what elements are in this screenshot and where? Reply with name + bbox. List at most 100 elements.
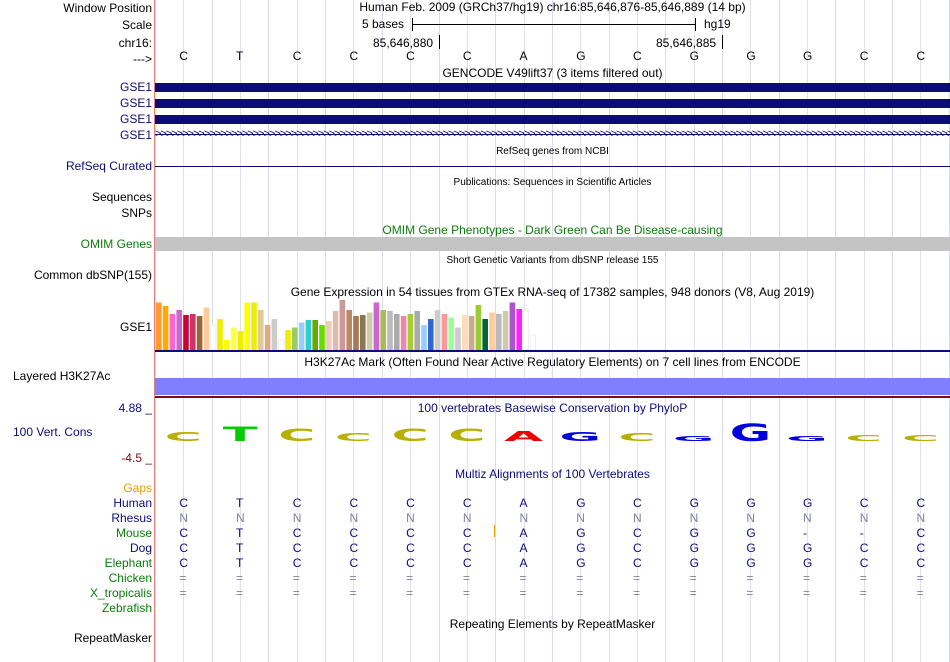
gse1-intron-line[interactable] xyxy=(155,134,950,135)
gtex-bar[interactable] xyxy=(298,322,305,351)
alignment-base: G xyxy=(576,526,586,540)
phylop-base-c: C xyxy=(278,426,315,445)
gse1-transcript-bar-1[interactable] xyxy=(155,83,950,92)
gtex-bar[interactable] xyxy=(414,311,420,350)
gse1-transcript-label-3[interactable]: GSE1 xyxy=(119,112,152,126)
alignment-base: C xyxy=(462,541,472,555)
gtex-bar[interactable] xyxy=(258,310,264,350)
layered-h3k27ac-label[interactable]: Layered H3K27Ac xyxy=(13,369,111,383)
gtex-bar[interactable] xyxy=(251,302,257,351)
gtex-bar[interactable] xyxy=(326,321,332,350)
alignment-base: C xyxy=(292,496,302,510)
gse1-transcript-label-4[interactable]: GSE1 xyxy=(119,128,152,142)
gtex-bar[interactable] xyxy=(489,312,495,351)
gtex-bar[interactable] xyxy=(434,310,441,350)
repeatmasker-label[interactable]: RepeatMasker xyxy=(73,631,152,645)
alignment-base: N xyxy=(236,511,245,525)
gtex-bar[interactable] xyxy=(509,302,516,351)
gtex-bar[interactable] xyxy=(285,330,291,350)
gtex-bar[interactable] xyxy=(522,309,530,351)
gtex-bar[interactable] xyxy=(516,309,522,350)
species-mouse-label: Mouse xyxy=(115,526,152,540)
gtex-bar[interactable] xyxy=(400,316,407,350)
scale-bar-right-tick xyxy=(695,18,696,31)
h3k27ac-signal-bar[interactable] xyxy=(155,378,950,395)
gtex-bar[interactable] xyxy=(162,306,169,350)
gtex-bar[interactable] xyxy=(264,325,271,350)
gtex-bar[interactable] xyxy=(455,327,461,351)
gse1-transcript-label-2[interactable]: GSE1 xyxy=(119,96,152,110)
gtex-bar[interactable] xyxy=(353,316,359,350)
gtex-bar[interactable] xyxy=(305,320,312,350)
gtex-bar[interactable] xyxy=(496,314,502,350)
gtex-bar[interactable] xyxy=(380,310,386,350)
alignment-base: G xyxy=(803,541,813,555)
gtex-bar[interactable] xyxy=(210,324,217,351)
gse1-intron-arrows: >>>>>>>>>>>>>>>>>>>>>>>>>>>>>>>>>>>>>>>>… xyxy=(155,128,950,140)
grid-line xyxy=(892,0,893,662)
alignment-base: - xyxy=(859,526,864,540)
alignment-base: C xyxy=(632,556,642,570)
gtex-bar[interactable] xyxy=(421,325,427,350)
gtex-bar[interactable] xyxy=(217,319,223,350)
gtex-bar[interactable] xyxy=(448,317,454,351)
gtex-bar[interactable] xyxy=(190,314,196,350)
alignment-base: A xyxy=(519,496,528,510)
gse1-transcript-label-1[interactable]: GSE1 xyxy=(119,80,152,94)
gtex-bar[interactable] xyxy=(482,319,488,350)
gse1-transcript-bar-2[interactable] xyxy=(155,99,950,108)
alignment-base: T xyxy=(236,526,244,540)
gtex-bar[interactable] xyxy=(203,307,210,351)
alignment-base: = xyxy=(179,571,187,585)
gtex-bar[interactable] xyxy=(407,314,414,350)
gtex-bar[interactable] xyxy=(169,314,176,350)
alignment-base: G xyxy=(803,496,813,510)
alignment-base: = xyxy=(746,571,754,585)
gtex-bar[interactable] xyxy=(312,320,318,350)
gtex-bar[interactable] xyxy=(360,315,366,350)
common-dbsnp-label[interactable]: Common dbSNP(155) xyxy=(33,268,152,282)
gtex-bar[interactable] xyxy=(271,319,278,350)
gtex-bar[interactable] xyxy=(475,305,482,350)
gtex-bar[interactable] xyxy=(441,314,448,350)
gtex-bar[interactable] xyxy=(183,315,189,350)
gtex-bar[interactable] xyxy=(428,319,434,350)
gtex-bar[interactable] xyxy=(394,314,400,350)
gtex-expression-chart[interactable] xyxy=(155,299,555,351)
refseq-gene-line[interactable] xyxy=(155,166,950,167)
omim-gene-bar[interactable] xyxy=(155,237,950,251)
omim-label[interactable]: OMIM Genes xyxy=(80,237,152,251)
gtex-bar[interactable] xyxy=(196,316,203,350)
gtex-bar[interactable] xyxy=(292,327,298,351)
gtex-bar[interactable] xyxy=(462,315,468,350)
gtex-bar[interactable] xyxy=(244,302,250,351)
alignment-base: = xyxy=(632,586,640,600)
gtex-bar[interactable] xyxy=(387,311,393,350)
gtex-bar[interactable] xyxy=(373,302,380,351)
gtex-bar[interactable] xyxy=(224,340,230,350)
gtex-bar[interactable] xyxy=(278,339,285,351)
gtex-bar[interactable] xyxy=(237,331,244,350)
gtex-bar[interactable] xyxy=(230,327,237,351)
gtex-gse1-label[interactable]: GSE1 xyxy=(119,320,152,334)
alignment-base: N xyxy=(406,511,415,525)
refseq-label[interactable]: RefSeq Curated xyxy=(65,159,152,173)
phylop-base-c: C xyxy=(902,433,939,443)
gtex-bar[interactable] xyxy=(468,316,475,350)
gtex-bar[interactable] xyxy=(339,300,346,350)
gtex-bar[interactable] xyxy=(156,302,162,351)
gtex-bar[interactable] xyxy=(346,310,352,350)
sequences-label[interactable]: Sequences xyxy=(91,190,152,204)
gtex-bar[interactable] xyxy=(529,334,536,351)
gtex-bar[interactable] xyxy=(332,311,339,350)
gtex-bar[interactable] xyxy=(502,311,509,350)
cons-label[interactable]: 100 Vert. Cons xyxy=(13,425,93,439)
gse1-transcript-bar-3[interactable] xyxy=(155,115,950,124)
gtex-bar[interactable] xyxy=(366,312,373,351)
gtex-bar[interactable] xyxy=(319,325,325,350)
phylop-base-c: C xyxy=(448,426,485,445)
gtex-bar[interactable] xyxy=(176,310,182,350)
alignment-base: C xyxy=(859,496,869,510)
snps-label[interactable]: SNPs xyxy=(121,206,152,220)
